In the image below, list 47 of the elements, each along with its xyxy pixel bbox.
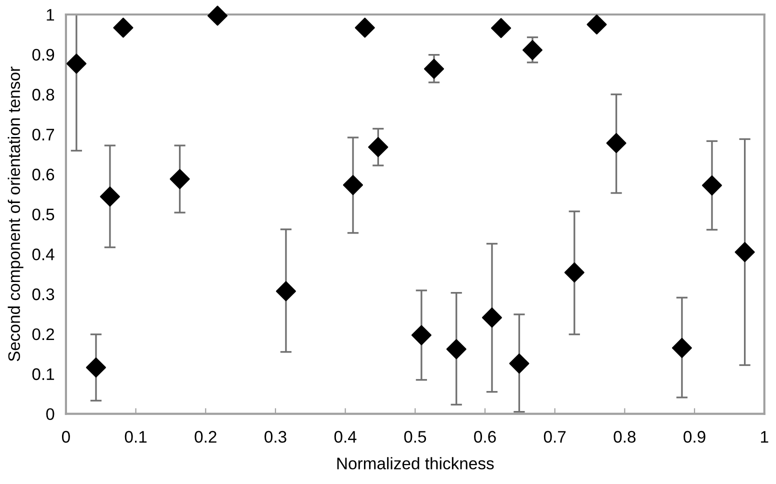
y-tick-label: 0.8	[32, 88, 54, 101]
point	[354, 18, 375, 38]
point	[522, 40, 543, 60]
x-tick-label: 0.1	[124, 430, 147, 443]
point	[411, 325, 432, 346]
x-tick-label: 0.5	[404, 430, 426, 443]
x-tick-label: 0.4	[334, 430, 356, 443]
point	[509, 353, 530, 374]
y-tick-label: 0.5	[32, 208, 54, 220]
point	[100, 186, 120, 207]
y-tick-label: 0.7	[32, 128, 54, 141]
point	[368, 137, 388, 158]
x-tick-label: 0.6	[474, 430, 496, 443]
point	[564, 262, 584, 282]
y-tick-label: 0.3	[32, 288, 54, 300]
x-tick-label: 0.3	[264, 430, 286, 443]
y-tick-label: 0.4	[32, 248, 54, 260]
point	[482, 308, 502, 328]
x-tick-label: 0.8	[614, 430, 636, 443]
y-tick-label: 0	[46, 408, 54, 420]
point	[446, 339, 466, 360]
y-tick-label: 0.9	[32, 48, 54, 61]
point	[66, 54, 86, 74]
y-tick-label: 1	[46, 9, 54, 21]
point	[342, 175, 364, 196]
point	[734, 242, 755, 262]
y-tick-label: 0.6	[32, 168, 54, 180]
y-axis-title: Second component of orientation tensor	[8, 66, 24, 362]
point	[170, 169, 190, 190]
point	[86, 357, 106, 378]
point	[276, 281, 296, 302]
x-tick-label: 0.2	[194, 430, 216, 443]
point	[606, 133, 626, 154]
point	[424, 58, 444, 79]
point	[113, 18, 134, 38]
x-tick-label: 1	[760, 431, 768, 443]
x-axis-title: Normalized thickness	[337, 457, 494, 470]
point	[586, 14, 607, 35]
x-tick-label: 0.9	[684, 430, 706, 443]
y-tick-label: 0.2	[32, 328, 54, 340]
x-tick-label: 0	[62, 430, 70, 443]
y-tick-label: 0.1	[32, 368, 54, 380]
point	[702, 175, 722, 196]
point	[672, 338, 692, 358]
point	[491, 18, 512, 38]
point	[208, 6, 228, 26]
x-tick-label: 0.7	[544, 430, 566, 443]
